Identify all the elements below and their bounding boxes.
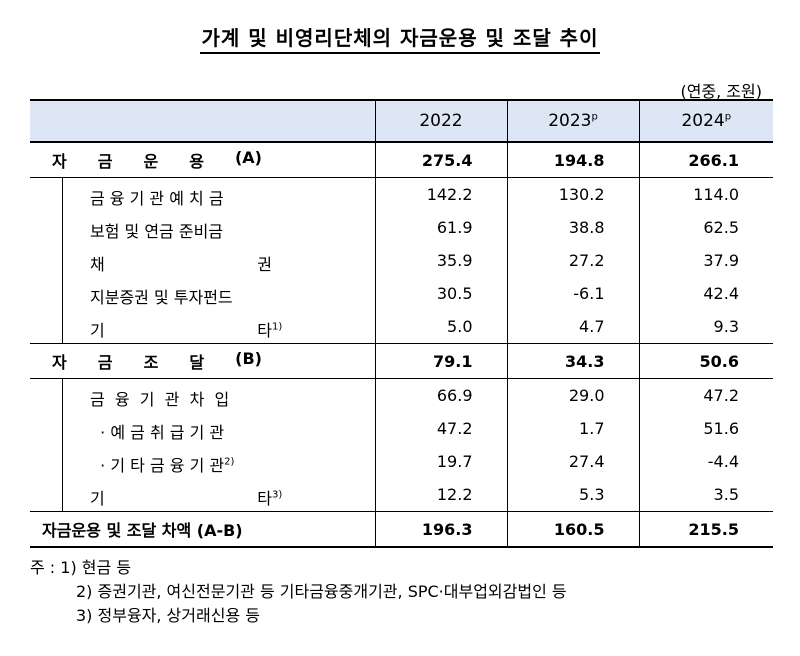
table-row: 금 융 기 관 예 치 금 142.2 130.2 114.0 <box>30 177 773 211</box>
table-row: 기 타1) 5.0 4.7 9.3 <box>30 310 773 344</box>
row-label: 지분증권 및 투자펀드 <box>90 288 233 307</box>
cell-value: 27.4 <box>506 445 639 478</box>
cell-value: 62.5 <box>638 211 773 244</box>
cell-value: 47.2 <box>374 412 507 445</box>
cell-value: 79.1 <box>374 343 507 379</box>
table-row: 채 권 35.9 27.2 37.9 <box>30 244 773 277</box>
table-row: 보험 및 연금 준비금 61.9 38.8 62.5 <box>30 211 773 244</box>
cell-value: 34.3 <box>506 343 639 379</box>
cell-value: 38.8 <box>506 211 639 244</box>
cell-value: -4.4 <box>638 445 773 478</box>
cell-value: 47.2 <box>638 378 773 412</box>
cell-value: 3.5 <box>638 478 773 512</box>
cell-value: 142.2 <box>374 177 507 211</box>
row-label: · 기 타 금 융 기 관2) <box>90 456 235 475</box>
row-label: 기 타1) <box>90 321 283 340</box>
cell-value: 42.4 <box>638 277 773 310</box>
cell-value: 1.7 <box>506 412 639 445</box>
cell-value: 35.9 <box>374 244 507 277</box>
table-row: · 기 타 금 융 기 관2) 19.7 27.4 -4.4 <box>30 445 773 478</box>
table-row: · 예 금 취 급 기 관 47.2 1.7 51.6 <box>30 412 773 445</box>
header-year: 2022 <box>374 99 507 143</box>
cell-value: 266.1 <box>638 142 773 178</box>
cell-value: 66.9 <box>374 378 507 412</box>
table-row: 지분증권 및 투자펀드 30.5 -6.1 42.4 <box>30 277 773 310</box>
cell-value: 5.0 <box>374 310 507 344</box>
difference-row: 자금운용 및 조달 차액 (A-B) 196.3 160.5 215.5 <box>30 511 773 548</box>
cell-value: 160.5 <box>506 511 639 548</box>
footnotes: 주 : 1) 현금 등 2) 증권기관, 여신전문기관 등 기타금융중개기관, … <box>30 556 567 628</box>
table-row: 금 융 기 관 차 입 66.9 29.0 47.2 <box>30 378 773 412</box>
cell-value: -6.1 <box>506 277 639 310</box>
table-title: 가계 및 비영리단체의 자금운용 및 조달 추이 <box>0 22 800 54</box>
cell-value: 215.5 <box>638 511 773 548</box>
footnote: 주 : 1) 현금 등 <box>30 558 132 577</box>
cell-value: 5.3 <box>506 478 639 512</box>
cell-value: 37.9 <box>638 244 773 277</box>
cell-value: 9.3 <box>638 310 773 344</box>
cell-value: 130.2 <box>506 177 639 211</box>
row-label: 금 융 기 관 예 치 금 <box>90 189 224 208</box>
header-row: 2022 2023p 2024p <box>30 99 773 143</box>
row-label: · 예 금 취 급 기 관 <box>90 423 225 442</box>
header-year: 2024p <box>638 99 773 143</box>
unit-label: (연중, 조원) <box>680 82 762 101</box>
row-label: 자금운용 및 조달 차액 (A-B) <box>30 511 375 548</box>
cell-value: 275.4 <box>374 142 507 178</box>
cell-value: 114.0 <box>638 177 773 211</box>
row-label: 기 타3) <box>90 489 283 508</box>
cell-value: 19.7 <box>374 445 507 478</box>
cell-value: 30.5 <box>374 277 507 310</box>
cell-value: 194.8 <box>506 142 639 178</box>
cell-value: 50.6 <box>638 343 773 379</box>
footnote: 2) 증권기관, 여신전문기관 등 기타금융중개기관, SPC·대부업외감법인 … <box>76 582 567 601</box>
table-row: 기 타3) 12.2 5.3 3.5 <box>30 478 773 512</box>
cell-value: 196.3 <box>374 511 507 548</box>
cell-value: 61.9 <box>374 211 507 244</box>
cell-value: 4.7 <box>506 310 639 344</box>
row-label: 금 융 기 관 차 입 <box>90 390 230 409</box>
header-year: 2023p <box>506 99 639 143</box>
cell-value: 51.6 <box>638 412 773 445</box>
cell-value: 12.2 <box>374 478 507 512</box>
footnote: 3) 정부융자, 상거래신용 등 <box>76 606 260 625</box>
row-label: 채 권 <box>90 255 273 274</box>
row-label: 보험 및 연금 준비금 <box>90 222 224 241</box>
cell-value: 27.2 <box>506 244 639 277</box>
cell-value: 29.0 <box>506 378 639 412</box>
header-blank <box>30 99 375 143</box>
